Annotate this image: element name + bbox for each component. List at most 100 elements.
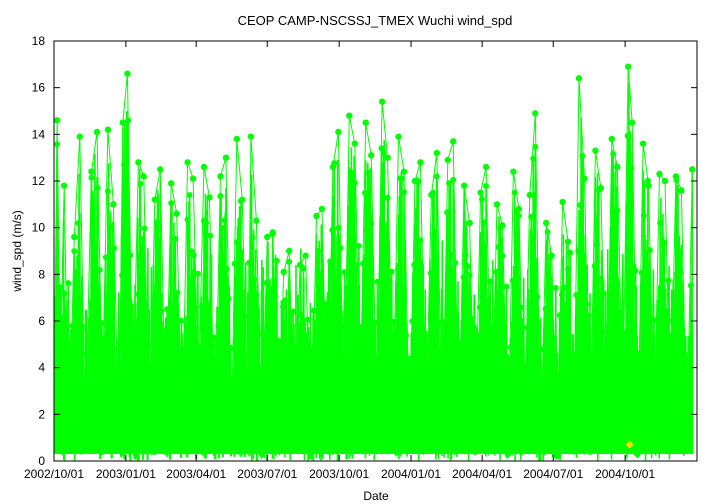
data-point	[233, 135, 241, 143]
data-point	[168, 200, 175, 207]
data-point	[100, 371, 107, 378]
data-point	[503, 283, 510, 290]
data-point	[384, 194, 391, 201]
data-point	[651, 316, 658, 323]
data-point	[277, 386, 284, 393]
data-point	[401, 189, 408, 196]
data-point	[174, 289, 181, 296]
data-point	[327, 258, 334, 265]
data-point	[60, 182, 68, 189]
data-point	[378, 145, 385, 152]
data-point	[318, 205, 326, 213]
data-point	[448, 252, 455, 259]
data-point	[556, 312, 563, 319]
data-point	[497, 224, 504, 231]
data-point	[398, 175, 405, 182]
data-point	[88, 174, 95, 181]
data-point	[359, 260, 366, 267]
data-point	[483, 183, 490, 190]
data-point	[526, 323, 533, 330]
data-point	[536, 372, 543, 379]
data-point	[117, 367, 124, 374]
data-point	[209, 343, 216, 350]
data-point	[558, 291, 565, 298]
data-point	[233, 239, 240, 246]
data-point	[263, 279, 270, 286]
data-point	[423, 342, 430, 349]
data-point	[341, 269, 348, 276]
data-point	[362, 190, 369, 197]
data-point	[225, 295, 232, 302]
y-tick-label: 6	[38, 314, 45, 328]
data-point	[151, 312, 158, 319]
data-point	[474, 332, 481, 339]
x-tick-label: 2004/04/01	[452, 467, 512, 481]
data-point	[257, 364, 264, 371]
data-point	[678, 187, 685, 194]
data-point	[331, 160, 338, 167]
data-point	[653, 361, 660, 368]
data-point	[570, 443, 577, 451]
data-point	[206, 194, 213, 201]
data-point	[460, 274, 467, 281]
data-point	[129, 399, 137, 406]
data-point	[162, 425, 169, 432]
data-point	[604, 328, 611, 335]
data-point	[667, 332, 674, 339]
data-point	[162, 373, 169, 380]
data-point	[581, 286, 588, 293]
data-point	[59, 346, 66, 353]
data-point	[139, 235, 146, 242]
data-point	[464, 262, 471, 269]
data-point	[559, 198, 566, 206]
data-point	[137, 180, 144, 187]
data-point	[415, 178, 422, 185]
data-point	[370, 338, 377, 345]
data-point	[133, 319, 140, 326]
data-point	[450, 138, 457, 145]
data-point	[221, 217, 228, 224]
y-tick-label: 14	[32, 127, 46, 141]
data-point	[294, 379, 301, 386]
data-point	[593, 241, 600, 248]
data-point	[273, 257, 280, 264]
data-point	[235, 244, 242, 251]
data-point	[476, 304, 483, 311]
data-point	[435, 319, 442, 326]
data-point	[530, 155, 537, 162]
data-point	[645, 182, 652, 189]
data-point	[313, 212, 320, 220]
data-point	[532, 143, 539, 150]
data-point	[413, 301, 420, 308]
data-point	[119, 272, 126, 279]
data-point	[417, 237, 424, 244]
data-point	[153, 219, 160, 226]
data-point	[543, 219, 550, 227]
data-point	[521, 441, 528, 448]
data-point	[192, 325, 199, 332]
data-point	[636, 380, 643, 387]
data-point	[431, 254, 438, 261]
data-point	[425, 361, 432, 368]
data-point	[65, 446, 73, 453]
data-point	[159, 331, 166, 338]
data-point	[335, 224, 342, 231]
data-point	[87, 317, 94, 324]
data-point	[335, 128, 342, 136]
data-point	[522, 364, 529, 371]
data-point	[663, 307, 670, 314]
data-point	[505, 360, 512, 367]
data-point	[669, 317, 676, 324]
data-point	[178, 317, 185, 324]
data-point	[495, 244, 502, 251]
data-point	[285, 247, 293, 255]
data-point	[608, 291, 615, 298]
data-point	[501, 329, 508, 336]
data-point	[71, 248, 78, 255]
data-point	[589, 351, 596, 358]
data-point	[173, 210, 180, 217]
data-point	[366, 169, 373, 176]
data-point	[583, 301, 590, 308]
data-point	[127, 252, 134, 259]
